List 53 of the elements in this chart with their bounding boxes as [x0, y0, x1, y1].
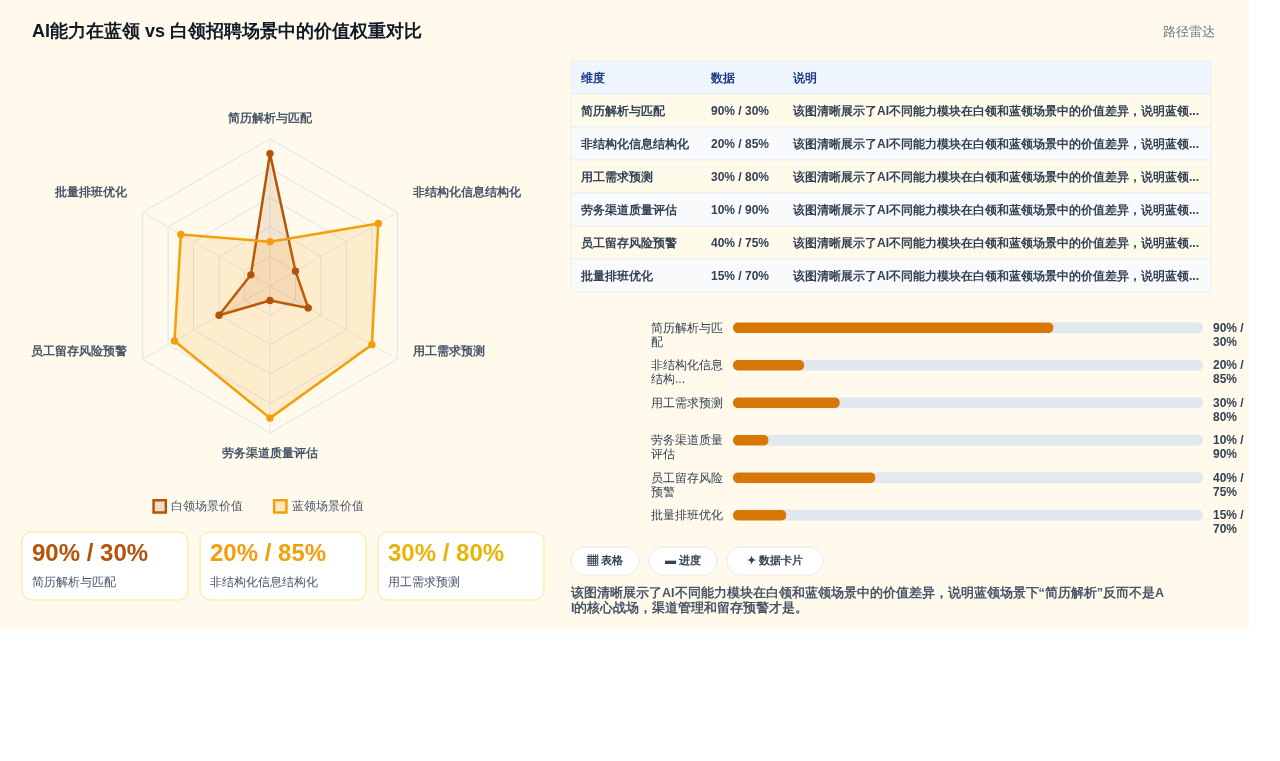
text: ✦ 数据卡片 [746, 554, 804, 566]
y-tick-label: 用工需求预测 [651, 395, 723, 410]
text: 30% / 80% [388, 539, 505, 566]
text: 员工留存风险预警 [581, 235, 677, 250]
text: 非结构化信息结构化 [210, 575, 318, 589]
text: 用工需求预测 [580, 169, 653, 184]
spoke-label: 批量排班优化 [53, 184, 128, 199]
y-tick-label: 简历解析与匹配 [651, 320, 723, 349]
text: 该图清晰展示了AI不同能力模块在白领和蓝领场景中的价值差异，说明蓝领... [792, 268, 1200, 283]
data-label: 10% / 90% [1213, 433, 1245, 462]
spoke-label: 用工需求预测 [412, 343, 486, 358]
text: 用工需求预测 [388, 575, 460, 589]
data-label: 40% / 75% [1213, 470, 1245, 499]
text: 该图清晰展示了AI不同能力模块在白领和蓝领场景中的价值差异，说明蓝领场景下“简历解析”反而不是AI的核心战场，渠道管理和留存预警才是。 [570, 585, 1165, 615]
data-label: 20% / 85% [1213, 358, 1245, 387]
spoke-label: 简历解析与匹配 [227, 111, 313, 126]
text: 20% / 85% [711, 136, 770, 151]
text: 30% / 80% [711, 169, 770, 184]
text: 说明 [792, 70, 817, 85]
chart-title: AI能力在蓝领 vs 白领招聘场景中的价值权重对比 [32, 21, 423, 41]
y-tick-label: 批量排班优化 [651, 508, 723, 523]
text: 15% / 70% [711, 268, 770, 283]
data-label: 30% / 80% [1213, 395, 1245, 424]
spoke-label: 劳务渠道质量评估 [222, 446, 318, 461]
text: 该图清晰展示了AI不同能力模块在白领和蓝领场景中的价值差异，说明蓝领... [792, 169, 1200, 184]
spoke-label: 非结构化信息结构化 [412, 184, 523, 199]
text: 该图清晰展示了AI不同能力模块在白领和蓝领场景中的价值差异，说明蓝领... [792, 202, 1200, 217]
text: ▬ 进度 [664, 554, 702, 566]
text: 40% / 75% [711, 235, 770, 250]
text: 该图清晰展示了AI不同能力模块在白领和蓝领场景中的价值差异，说明蓝领... [792, 136, 1200, 151]
y-tick-label: 非结构化信息结构... [651, 358, 723, 387]
data-label: 15% / 70% [1213, 508, 1245, 537]
text: 非结构化信息结构化 [580, 136, 690, 151]
text: 维度 [580, 70, 605, 85]
legend-label: 蓝领场景价值 [292, 499, 365, 514]
text: 该图清晰展示了AI不同能力模块在白领和蓝领场景中的价值差异，说明蓝领... [792, 103, 1200, 118]
spoke-label: 员工留存风险预警 [30, 343, 127, 358]
text: 数据 [710, 70, 735, 85]
text: 20% / 85% [210, 539, 327, 566]
text: 简历解析与匹配 [32, 575, 116, 589]
text: 90% / 30% [711, 103, 770, 118]
text: ▦ 表格 [585, 554, 625, 566]
text: 该图清晰展示了AI不同能力模块在白领和蓝领场景中的价值差异，说明蓝领... [792, 235, 1200, 250]
text: 90% / 30% [32, 539, 149, 566]
text: 路径雷达 [1163, 24, 1215, 39]
y-tick-label: 员工留存风险预警 [651, 470, 723, 499]
text: 简历解析与匹配 [580, 103, 666, 118]
text: 批量排班优化 [580, 268, 654, 283]
y-tick-label: 劳务渠道质量评估 [651, 433, 723, 462]
legend-label: 白领场景价值 [171, 499, 244, 514]
text: 10% / 90% [711, 202, 770, 217]
data-label: 90% / 30% [1213, 320, 1245, 349]
text: 劳务渠道质量评估 [581, 202, 677, 217]
